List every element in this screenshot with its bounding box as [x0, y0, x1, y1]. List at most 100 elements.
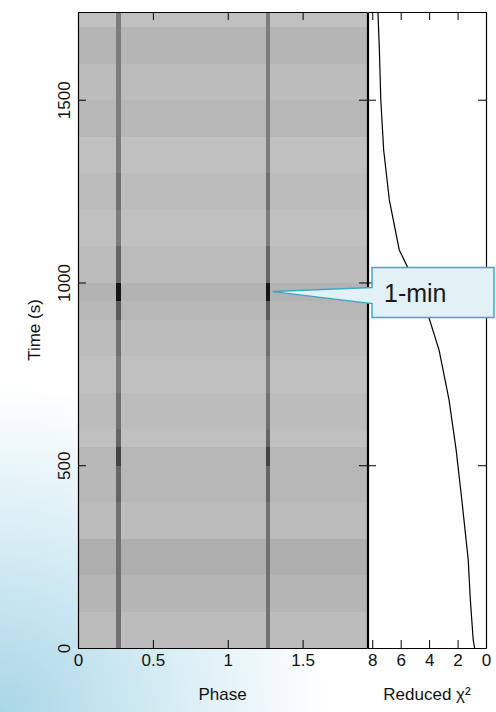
heat-cell: [266, 319, 271, 356]
tick-mark: [429, 12, 430, 20]
tick-mark: [359, 465, 367, 466]
tick: [368, 648, 376, 649]
heat-cell: [116, 429, 121, 448]
tick: 1500: [55, 81, 86, 119]
heat-cell: [78, 611, 117, 648]
heat-cell: [266, 282, 271, 301]
heat-cell: [78, 100, 117, 137]
tick-mark: [78, 282, 86, 283]
heat-cell: [121, 502, 267, 539]
tick-label: 2: [453, 651, 462, 670]
heat-cell: [121, 173, 267, 210]
heat-cell: [270, 447, 367, 466]
tick: 4: [425, 640, 434, 670]
heat-cell: [270, 319, 367, 356]
heat-cell: [270, 246, 367, 283]
callout-text: 1-min: [384, 279, 447, 307]
heat-cell: [270, 27, 367, 64]
heat-cell: [116, 465, 121, 502]
tick: [372, 12, 373, 20]
y-axis-right: [359, 13, 368, 649]
heat-cell: [270, 611, 367, 648]
heat-cell: [116, 209, 121, 246]
heat-cell: [78, 392, 117, 429]
tick: [368, 465, 376, 466]
tick: [359, 465, 367, 466]
heat-cell: [121, 392, 267, 429]
tick: [478, 100, 486, 101]
heat-cell: [78, 209, 117, 246]
heat-cell: [116, 12, 121, 27]
tick-mark: [359, 282, 367, 283]
heat-cell: [270, 538, 367, 575]
heat-cell: [270, 575, 367, 612]
heat-cell: [121, 356, 267, 393]
heat-cell: [78, 356, 117, 393]
lines: [378, 12, 475, 648]
tick-mark: [359, 100, 367, 101]
tick: [368, 100, 376, 101]
heat-cell: [78, 301, 117, 320]
heat-cell: [266, 100, 271, 137]
heat-cell: [121, 465, 267, 502]
heat-cell: [121, 27, 267, 64]
heat-cell: [116, 136, 121, 173]
callout: 1-min: [273, 268, 494, 318]
y-axis: 050010001500: [55, 13, 86, 654]
tick: 2: [453, 640, 462, 670]
tick: 1.5: [291, 640, 315, 670]
heat-cell: [121, 447, 267, 466]
heat-cell: [266, 136, 271, 173]
heat-cell: [121, 246, 267, 283]
tick-label: 0: [55, 644, 74, 653]
heat-cell: [266, 246, 271, 283]
heat-cell: [116, 611, 121, 648]
tick-label: 0: [74, 651, 83, 670]
heat-cell: [116, 392, 121, 429]
axis-line: [369, 12, 487, 13]
chart: 00.511.5050010001500PhaseTime (s)86420Re…: [0, 0, 496, 712]
heat-cell: [121, 301, 267, 320]
axis-line: [367, 13, 368, 649]
heat-cell: [116, 63, 121, 100]
heat-cell: [78, 319, 117, 356]
heat-cell: [116, 356, 121, 393]
tick: [478, 648, 486, 649]
heat-cell: [116, 538, 121, 575]
axis-line: [78, 13, 79, 649]
heat-cell: [270, 136, 367, 173]
heat-cell: [270, 100, 367, 137]
time-axis-left: [368, 13, 376, 649]
tick-mark: [228, 640, 229, 648]
tick-mark: [478, 648, 486, 649]
heat-cell: [121, 100, 267, 137]
tick-mark: [401, 640, 402, 648]
heat-cell: [116, 100, 121, 137]
heat-cell: [121, 319, 267, 356]
x-axis-top: [79, 12, 368, 20]
heat-cell: [270, 392, 367, 429]
tick-label: 0.5: [142, 651, 166, 670]
tick-mark: [228, 12, 229, 20]
heat-cell: [116, 282, 121, 301]
tick-label: 8: [368, 651, 377, 670]
tick-label: 1: [224, 651, 233, 670]
axis-line: [369, 648, 487, 649]
heat-cell: [266, 502, 271, 539]
chi2-axis-title: Reduced χ²: [383, 685, 471, 704]
heat-cell: [78, 12, 117, 27]
tick-mark: [78, 465, 86, 466]
tick-mark: [78, 100, 86, 101]
tick: 1000: [55, 264, 86, 302]
heat-cell: [266, 392, 271, 429]
heat-cell: [78, 136, 117, 173]
heat-cell: [266, 575, 271, 612]
tick: [359, 648, 367, 649]
background: [0, 0, 496, 712]
heat-cell: [78, 27, 117, 64]
heat-cell: [121, 12, 267, 27]
axis-line: [79, 12, 368, 13]
heat-cell: [121, 209, 267, 246]
heat-cell: [266, 301, 271, 320]
heat-cell: [121, 429, 267, 448]
